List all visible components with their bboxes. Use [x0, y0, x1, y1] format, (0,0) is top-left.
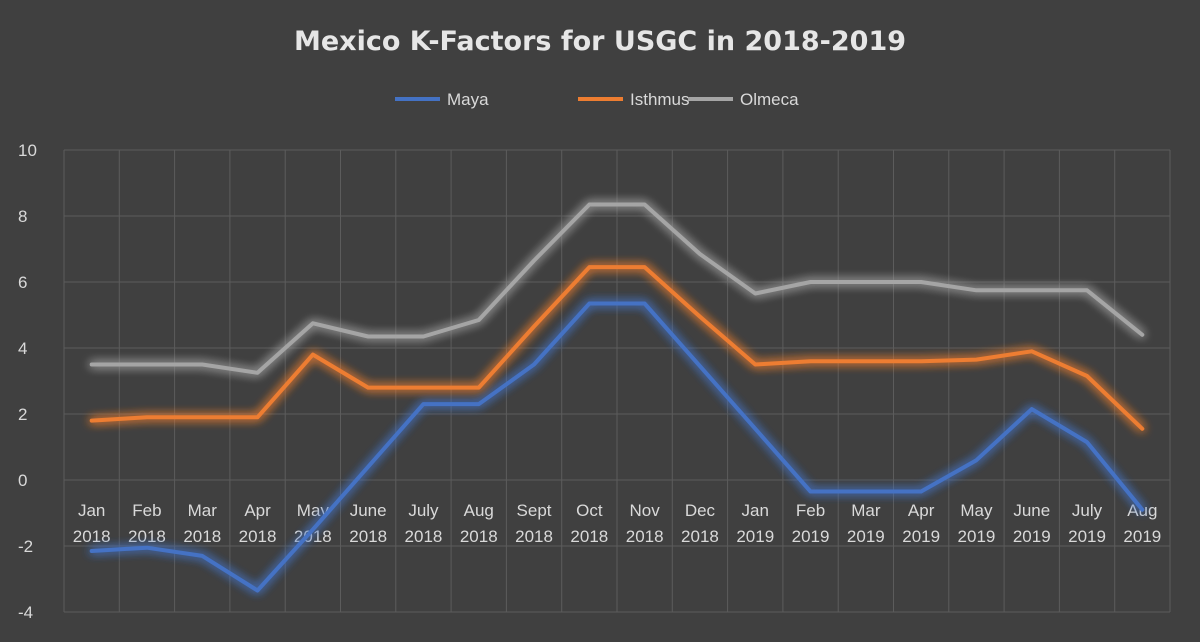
x-tick-month: May — [960, 501, 993, 520]
chart-legend: Maya Isthmus Olmeca — [395, 90, 799, 109]
x-tick-year: 2018 — [515, 527, 553, 546]
x-tick-year: 2019 — [792, 527, 830, 546]
legend-item-olmeca: Olmeca — [688, 90, 799, 109]
x-tick-month: Oct — [576, 501, 603, 520]
x-tick-month: June — [350, 501, 387, 520]
series-line-maya — [89, 301, 1145, 593]
x-tick-month: June — [1013, 501, 1050, 520]
y-tick-label: 2 — [18, 405, 27, 424]
legend-label: Maya — [447, 90, 489, 109]
legend-label: Isthmus — [630, 90, 690, 109]
x-tick-label: Dec 2018 — [681, 501, 719, 546]
x-tick-year: 2018 — [626, 527, 664, 546]
x-tick-label: Aug 2018 — [460, 501, 498, 546]
legend-item-maya: Maya — [395, 90, 489, 109]
x-tick-year: 2018 — [460, 527, 498, 546]
y-tick-label: 8 — [18, 207, 27, 226]
x-tick-year: 2018 — [405, 527, 443, 546]
x-tick-year: 2019 — [958, 527, 996, 546]
chart-title: Mexico K-Factors for USGC in 2018-2019 — [294, 26, 906, 57]
series-line-olmeca — [89, 202, 1145, 375]
x-tick-year: 2018 — [349, 527, 387, 546]
y-tick-label: 0 — [18, 471, 27, 490]
x-tick-year: 2018 — [183, 527, 221, 546]
y-tick-label: 10 — [18, 141, 37, 160]
x-tick-year: 2018 — [570, 527, 608, 546]
x-tick-year: 2019 — [1068, 527, 1106, 546]
x-tick-month: Jan — [78, 501, 105, 520]
x-tick-label: Sept 2018 — [515, 501, 553, 546]
x-tick-label: July 2018 — [405, 501, 443, 546]
x-tick-month: May — [297, 501, 330, 520]
x-tick-label: July 2019 — [1068, 501, 1106, 546]
x-tick-month: Apr — [244, 501, 271, 520]
x-tick-label: Jan 2019 — [736, 501, 774, 546]
series-layer — [89, 202, 1145, 593]
x-tick-year: 2018 — [128, 527, 166, 546]
x-tick-month: Feb — [796, 501, 825, 520]
legend-label: Olmeca — [740, 90, 799, 109]
x-tick-month: July — [408, 501, 439, 520]
x-tick-month: Apr — [908, 501, 935, 520]
x-tick-month: July — [1072, 501, 1103, 520]
x-tick-label: Mar 2018 — [183, 501, 221, 546]
y-tick-label: 6 — [18, 273, 27, 292]
grid-layer — [63, 149, 1171, 613]
x-tick-year: 2018 — [239, 527, 277, 546]
x-tick-month: Nov — [630, 501, 661, 520]
x-tick-year: 2019 — [902, 527, 940, 546]
y-tick-label: 4 — [18, 339, 27, 358]
y-tick-label: -4 — [18, 603, 33, 622]
x-tick-month: Jan — [742, 501, 769, 520]
x-tick-label: Mar 2019 — [847, 501, 885, 546]
x-tick-month: Mar — [851, 501, 881, 520]
y-tick-label: -2 — [18, 537, 33, 556]
x-tick-label: Apr 2019 — [902, 501, 940, 546]
x-tick-label: Oct 2018 — [570, 501, 608, 546]
x-tick-month: Feb — [132, 501, 161, 520]
x-tick-year: 2018 — [681, 527, 719, 546]
x-tick-label: June 2019 — [1013, 501, 1051, 546]
x-tick-label: Apr 2018 — [239, 501, 277, 546]
x-tick-year: 2019 — [1013, 527, 1051, 546]
series-line-isthmus — [89, 265, 1145, 431]
x-tick-month: Aug — [464, 501, 494, 520]
x-tick-year: 2018 — [73, 527, 111, 546]
legend-item-isthmus: Isthmus — [578, 90, 690, 109]
x-tick-label: Feb 2019 — [792, 501, 830, 546]
x-tick-label: May 2018 — [294, 501, 332, 546]
y-axis-ticks: 10 8 6 4 2 0 -2 -4 — [18, 141, 37, 622]
x-tick-label: May 2019 — [958, 501, 996, 546]
x-tick-label: Jan 2018 — [73, 501, 111, 546]
x-tick-month: Mar — [188, 501, 218, 520]
x-tick-month: Sept — [517, 501, 552, 520]
x-tick-label: Nov 2018 — [626, 501, 664, 546]
x-tick-month: Dec — [685, 501, 716, 520]
x-tick-year: 2019 — [847, 527, 885, 546]
x-tick-label: Feb 2018 — [128, 501, 166, 546]
x-tick-year: 2019 — [1123, 527, 1161, 546]
x-tick-year: 2019 — [736, 527, 774, 546]
x-tick-label: June 2018 — [349, 501, 387, 546]
